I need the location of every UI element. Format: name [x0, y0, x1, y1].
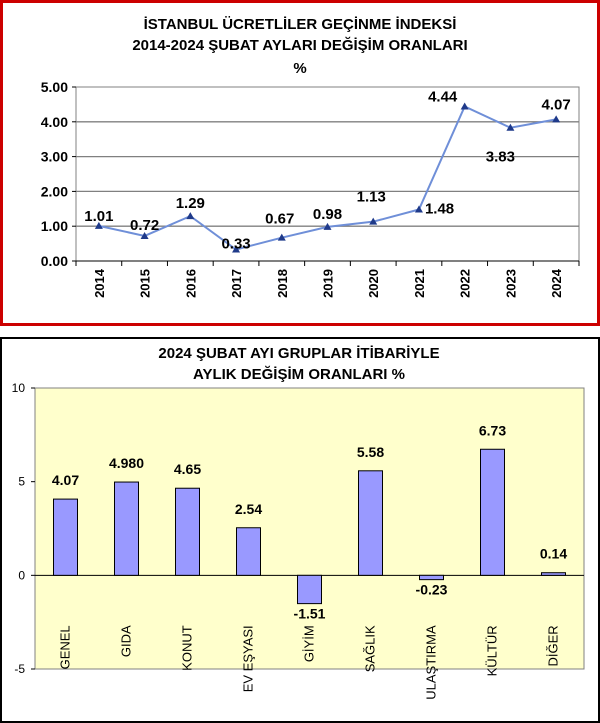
category-label: ULAŞTIRMA: [424, 625, 439, 700]
y-tick-label: 5: [18, 475, 25, 489]
data-label: 0.33: [221, 236, 250, 253]
data-point: [460, 102, 469, 110]
data-point: [506, 123, 515, 131]
y-tick-label: 10: [12, 381, 26, 395]
bar: [297, 574, 322, 605]
data-label: 1.13: [357, 189, 386, 206]
bar: [114, 481, 139, 576]
data-point: [552, 115, 561, 123]
y-tick-label: 1.00: [41, 218, 68, 234]
bar: [358, 470, 383, 576]
chart-title-line-2: 2014-2024 ŞUBAT AYLARI DEĞİŞİM ORANLARI: [132, 36, 467, 54]
bar: [419, 574, 444, 581]
data-label: 6.73: [479, 422, 506, 438]
bar: [236, 527, 261, 576]
data-point: [414, 205, 423, 213]
data-label: 4.980: [109, 455, 144, 471]
y-tick-label: 4.00: [41, 114, 68, 130]
bar-chart-panel: 2024 ŞUBAT AYI GRUPLAR İTİBARİYLE AYLIK D…: [0, 337, 600, 723]
data-label: 0.14: [540, 546, 567, 562]
data-point: [140, 231, 149, 239]
bar: [541, 572, 566, 576]
line-chart-panel: İSTANBUL ÜCRETLİLER GEÇİNME İNDEKSİ 2014-…: [0, 0, 600, 326]
data-label: 4.07: [542, 96, 571, 113]
bar: [53, 498, 78, 576]
x-tick-label: 2016: [183, 269, 198, 298]
x-tick-label: 2017: [229, 269, 244, 298]
plot-area: [75, 86, 580, 262]
data-label: 4.65: [174, 461, 201, 477]
chart-title-line-3: %: [293, 60, 306, 77]
data-label: 1.29: [176, 195, 205, 212]
category-label: GİYİM: [302, 625, 317, 662]
data-point: [277, 233, 286, 241]
data-label: 1.01: [84, 208, 113, 225]
y-tick-label: 0: [18, 568, 25, 582]
category-label: GENEL: [58, 625, 73, 669]
category-label: SAĞLIK: [363, 625, 378, 672]
data-point: [94, 221, 103, 229]
y-tick-label: 5.00: [41, 79, 68, 95]
x-tick-label: 2014: [92, 268, 107, 298]
bar: [480, 448, 505, 576]
x-tick-label: 2021: [412, 269, 427, 298]
category-label: KÜLTÜR: [485, 625, 500, 676]
data-point: [186, 212, 195, 220]
category-label: EV EŞYASI: [241, 625, 256, 692]
data-label: 4.07: [52, 472, 79, 488]
chart-title-line-2: AYLIK DEĞİŞİM ORANLARI %: [193, 365, 405, 383]
data-label: 4.44: [428, 88, 458, 105]
data-point: [323, 222, 332, 230]
chart-title-line-1: İSTANBUL ÜCRETLİLER GEÇİNME İNDEKSİ: [144, 16, 457, 33]
data-label: 0.98: [313, 206, 342, 223]
x-tick-label: 2018: [275, 269, 290, 298]
data-label: 2.54: [235, 501, 262, 517]
chart-title-line-1: 2024 ŞUBAT AYI GRUPLAR İTİBARİYLE: [158, 345, 439, 362]
data-label: 1.48: [425, 200, 454, 217]
x-tick-label: 2019: [321, 269, 336, 298]
x-tick-label: 2023: [503, 269, 518, 298]
data-label: 0.67: [265, 211, 294, 228]
data-point: [232, 245, 241, 253]
y-tick-label: 0.00: [41, 253, 68, 269]
x-tick-label: 2022: [458, 269, 473, 298]
y-tick-label: -5: [14, 662, 25, 676]
x-tick-label: 2020: [366, 269, 381, 298]
x-tick-label: 2015: [138, 269, 153, 298]
data-label: -1.51: [294, 606, 326, 622]
data-label: 0.72: [130, 217, 159, 234]
data-label: 5.58: [357, 444, 384, 460]
data-label: 3.83: [486, 149, 515, 166]
x-tick-label: 2024: [549, 268, 564, 298]
y-tick-label: 2.00: [41, 183, 68, 199]
category-label: GIDA: [119, 625, 134, 657]
y-tick-label: 3.00: [41, 149, 68, 165]
category-label: DİĞER: [546, 625, 561, 666]
data-label: -0.23: [416, 582, 448, 598]
bar-chart: 2024 ŞUBAT AYI GRUPLAR İTİBARİYLE AYLIK D…: [12, 345, 585, 700]
data-point: [369, 217, 378, 225]
bar: [175, 487, 200, 576]
line-chart: İSTANBUL ÜCRETLİLER GEÇİNME İNDEKSİ 2014-…: [41, 16, 580, 298]
category-label: KONUT: [180, 625, 195, 671]
